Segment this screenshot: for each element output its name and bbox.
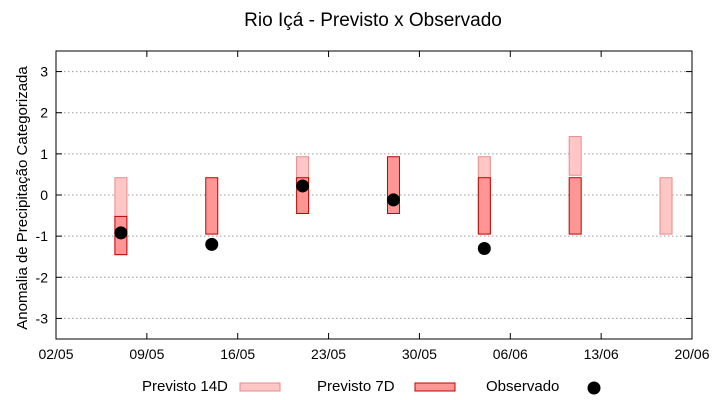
legend-label: Observado (486, 378, 559, 395)
legend-label: Previsto 7D (317, 378, 395, 395)
x-tick-label: 16/05 (220, 346, 255, 362)
x-tick-label: 06/06 (493, 346, 528, 362)
y-tick-label: 1 (40, 146, 48, 162)
range-bar (477, 177, 491, 235)
series-layer (114, 136, 673, 256)
range-bar (568, 136, 582, 176)
legend: Previsto 14D Previsto 7D Observado (142, 378, 601, 395)
plot-grid (56, 71, 692, 319)
plot-border (55, 50, 693, 340)
axis-ticks: -3 -2 -1 0 1 2 3 02/05 09/05 16/05 23/05 30/05 06/06… (36, 64, 710, 362)
observed-point (114, 226, 128, 240)
observed-point (296, 179, 310, 193)
y-tick-label: -1 (36, 228, 49, 244)
y-tick-label: -2 (36, 269, 49, 285)
y-tick-label: 2 (40, 105, 48, 121)
legend-swatch (587, 381, 601, 395)
y-axis-label: Anomalia de Precipitação Categorizada (14, 66, 31, 330)
x-tick-label: 02/05 (38, 346, 73, 362)
y-tick-label: -3 (36, 310, 49, 326)
range-bar (205, 177, 219, 235)
x-tick-label: 20/06 (674, 346, 709, 362)
legend-label: Previsto 14D (142, 378, 228, 395)
legend-swatch (239, 382, 281, 392)
legend-swatch (414, 382, 456, 392)
chart-title: Rio Içá - Previsto x Observado (244, 10, 502, 31)
x-tick-label: 23/05 (311, 346, 346, 362)
x-tick-label: 09/05 (129, 346, 164, 362)
plot-frame (55, 50, 693, 340)
observed-point (386, 193, 400, 207)
range-bar (659, 177, 673, 235)
range-bar (568, 177, 582, 235)
y-tick-label: 3 (40, 64, 48, 80)
x-tick-label: 13/06 (584, 346, 619, 362)
y-tick-label: 0 (40, 187, 48, 203)
observed-point (477, 241, 491, 255)
observed-point (205, 237, 219, 251)
x-tick-label: 30/05 (402, 346, 437, 362)
